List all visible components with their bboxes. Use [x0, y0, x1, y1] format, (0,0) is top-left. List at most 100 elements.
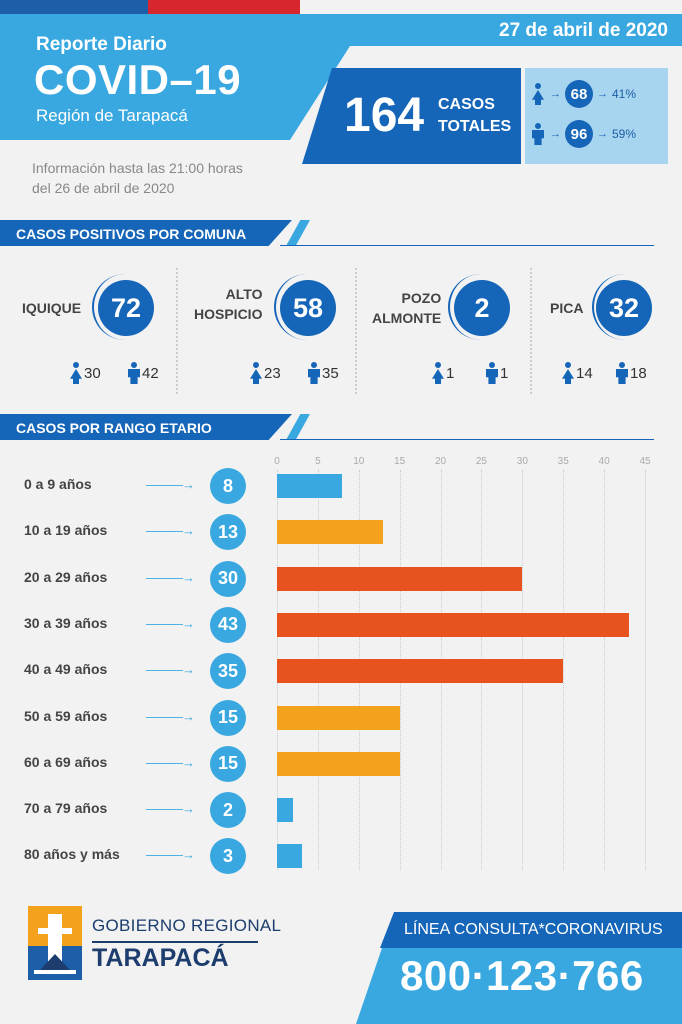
x-tick-label: 0: [274, 456, 280, 467]
comuna-separator: [530, 268, 532, 394]
comuna-name: POZO ALMONTE: [372, 288, 441, 328]
x-tick-label: 25: [475, 456, 487, 467]
age-range-label: 0 a 9 años: [24, 476, 92, 492]
arrow-icon: →: [550, 88, 561, 100]
age-range-label: 20 a 29 años: [24, 568, 108, 585]
male-icon: [616, 362, 628, 384]
age-range-label: 80 años y más: [24, 846, 120, 863]
male-icon: [128, 362, 140, 384]
comuna-female-count: 14: [576, 364, 593, 382]
comuna-name: ALTO HOSPICIO: [194, 284, 262, 324]
comuna-name-line1: ALTO: [225, 286, 263, 302]
comuna-male-count: 18: [630, 364, 647, 382]
arrow-icon: ———→: [146, 615, 195, 631]
org-name-line1: GOBIERNO REGIONAL: [92, 916, 282, 935]
hotline-number-band: [356, 948, 682, 1024]
age-count-label: 35: [210, 653, 246, 690]
comuna-name: IQUIQUE: [22, 298, 81, 318]
hotline-label-band: [380, 912, 682, 948]
total-cases-value: 164: [344, 89, 425, 142]
comuna-ring: [92, 274, 158, 340]
age-count-label: 15: [210, 699, 246, 736]
age-row: 50 a 59 años ———→ 15: [0, 699, 682, 736]
comuna-female-count: 1: [446, 364, 455, 382]
age-row: 60 a 69 años ———→ 15: [0, 745, 682, 782]
comuna-total: 58: [280, 280, 336, 336]
arrow-icon: ———→: [146, 708, 195, 724]
info-line1: Información hasta las 21:00 horas: [32, 160, 243, 176]
age-row: 80 años y más ———→ 3: [0, 838, 682, 875]
gobierno-regional-logo: [28, 906, 82, 980]
comuna-separator: [176, 268, 178, 394]
comuna-male-count: 42: [142, 364, 159, 382]
comuna-name-line1: IQUIQUE: [22, 300, 82, 316]
age-bar: [277, 844, 302, 869]
x-tick-label: 20: [434, 456, 447, 467]
grid-line: [645, 470, 646, 870]
grid-line: [563, 470, 565, 870]
age-range-label: 60 a 69 años: [24, 753, 108, 770]
female-icon: [562, 362, 574, 384]
comuna-alto-hospicio: ALTO HOSPICIO 58 23 35: [180, 270, 348, 400]
comuna-male-count: 1: [500, 364, 509, 382]
age-row: 0 a 9 años ———→ 8: [0, 468, 682, 504]
comuna-female: 23: [250, 362, 281, 384]
comunas-divider: [280, 245, 654, 246]
arrow-icon: ———→: [146, 523, 195, 539]
comuna-ring: [274, 274, 340, 340]
comuna-female-count: 30: [84, 364, 101, 382]
arrow-icon: →: [597, 88, 608, 100]
report-subtitle: Reporte Diario: [36, 34, 167, 55]
flag-strip: [0, 0, 300, 14]
report-title: COVID–19: [34, 56, 242, 103]
female-breakdown: → 68 → 41%: [532, 80, 636, 108]
comuna-female: 30: [70, 362, 101, 384]
x-tick-label: 45: [639, 456, 651, 467]
age-bar: [277, 520, 384, 545]
hotline-label: LÍNEA CONSULTA*CORONAVIRUS: [404, 921, 663, 938]
age-row: 30 a 39 años ———→ 43: [0, 606, 682, 643]
comuna-male: 42: [128, 362, 159, 384]
comuna-male-count: 35: [322, 364, 339, 382]
arrow-icon: ———→: [146, 801, 195, 817]
comuna-pozo-almonte: POZO ALMONTE 2 1 1: [358, 270, 526, 400]
comuna-separator: [355, 268, 357, 394]
x-tick-label: 5: [315, 456, 321, 467]
arrow-icon: ———→: [146, 569, 195, 585]
comuna-total: 72: [98, 280, 154, 336]
grid-line: [604, 470, 606, 870]
comuna-male: 18: [616, 362, 647, 384]
org-name-divider: [92, 941, 258, 943]
age-range-label: 10 a 19 años: [24, 522, 108, 539]
report-region: Región de Tarapacá: [36, 106, 188, 125]
comuna-male: 35: [308, 362, 339, 384]
comuna-ring: [448, 274, 514, 340]
comunas-banner: CASOS POSITIVOS POR COMUNA: [0, 220, 310, 246]
female-icon: [532, 83, 544, 105]
comuna-female: 1: [432, 362, 454, 384]
age-bar: [277, 659, 564, 684]
comuna-ring: [592, 274, 658, 340]
arrow-icon: →: [597, 128, 608, 140]
age-count-label: 15: [210, 745, 246, 782]
report-date: 27 de abril de 2020: [499, 20, 668, 41]
arrow-icon: ———→: [146, 477, 195, 492]
male-icon: [532, 123, 544, 145]
hotline-number[interactable]: 800·123·766: [400, 952, 644, 999]
age-range-label: 30 a 39 años: [24, 614, 108, 631]
male-icon: [308, 362, 320, 384]
total-cases-label: CASOS TOTALES: [438, 94, 511, 138]
x-tick-label: 15: [394, 456, 406, 467]
age-divider: [280, 439, 654, 440]
gender-breakdown-box: [525, 68, 668, 164]
comuna-name-line2: ALMONTE: [372, 310, 442, 326]
arrow-icon: ———→: [146, 662, 195, 678]
age-count-label: 3: [210, 838, 246, 875]
age-range-label: 50 a 59 años: [24, 707, 108, 724]
age-bar: [277, 612, 629, 637]
male-breakdown: → 96 → 59%: [532, 120, 636, 148]
info-note: Información hasta las 21:00 horas del 26…: [32, 158, 243, 198]
total-label-line1: CASOS: [438, 96, 495, 113]
age-banner: CASOS POR RANGO ETARIO: [0, 414, 310, 440]
comuna-male: 1: [486, 362, 508, 384]
